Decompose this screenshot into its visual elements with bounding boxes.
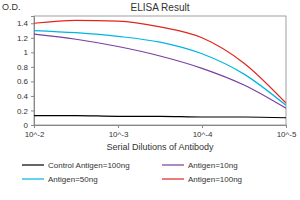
y-tick-label: 1.4 bbox=[17, 19, 29, 28]
legend-swatch bbox=[22, 178, 44, 179]
y-tick-label: 0.8 bbox=[17, 63, 29, 72]
legend-item: Antigen=50ng bbox=[22, 175, 98, 184]
plot-frame bbox=[34, 16, 286, 125]
chart: 00.20.40.60.811.21.410^-210^-310^-410^-5… bbox=[0, 0, 300, 200]
x-axis-title: Serial Dilutions of Antibody bbox=[106, 142, 214, 152]
x-tick-label: 10^-3 bbox=[109, 130, 129, 139]
lines bbox=[34, 20, 286, 117]
y-axis: 00.20.40.60.811.21.4 bbox=[17, 17, 35, 131]
y-tick: 0.6 bbox=[17, 77, 34, 86]
x-tick-mark bbox=[118, 125, 119, 128]
title: ELISA Result bbox=[131, 2, 190, 13]
y-tick: 1 bbox=[24, 48, 34, 57]
legend-label: Antigen=50ng bbox=[48, 175, 98, 184]
plot: 00.20.40.60.811.21.410^-210^-310^-410^-5 bbox=[17, 16, 297, 139]
x-axis: 10^-2 10^-3 10^-4 10^-5 bbox=[25, 125, 297, 139]
y-tick-label: 1 bbox=[24, 48, 29, 57]
x-tick-mark bbox=[34, 125, 35, 128]
legend-label: Antigen=10ng bbox=[188, 161, 238, 170]
y-tick-mark bbox=[31, 38, 34, 39]
series-line bbox=[34, 31, 286, 106]
y-tick-mark bbox=[31, 125, 34, 126]
series-line bbox=[34, 20, 286, 103]
y-tick-mark bbox=[31, 67, 34, 68]
legend-swatch bbox=[22, 164, 44, 165]
legend-label: Antigen=100ng bbox=[188, 175, 242, 184]
y-tick: 0.8 bbox=[17, 63, 34, 72]
y-tick-mark bbox=[31, 110, 34, 111]
legend-item: Antigen=10ng bbox=[162, 161, 238, 170]
series-line bbox=[34, 116, 286, 118]
y-tick: 0.4 bbox=[17, 92, 34, 101]
x-tick: 10^-5 bbox=[277, 125, 297, 139]
legend-item: Control Antigen=100ng bbox=[22, 161, 130, 170]
legend-swatch bbox=[162, 178, 184, 179]
legend-item: Antigen=100ng bbox=[162, 175, 242, 184]
y-tick-mark bbox=[31, 52, 34, 53]
x-tick-label: 10^-5 bbox=[277, 130, 297, 139]
x-tick-label: 10^-2 bbox=[25, 130, 45, 139]
x-axis-line bbox=[35, 126, 287, 129]
y-tick-label: 0.2 bbox=[17, 107, 29, 116]
y-tick-mark bbox=[31, 96, 34, 97]
x-tick-mark bbox=[202, 125, 203, 128]
y-axis-line bbox=[31, 17, 35, 126]
x-tick: 10^-2 bbox=[25, 125, 45, 139]
y-tick-label: 0.4 bbox=[17, 92, 29, 101]
series-line bbox=[34, 34, 286, 108]
x-tick: 10^-4 bbox=[193, 125, 213, 139]
legend: Control Antigen=100ng Antigen=10ng Antigen… bbox=[22, 161, 242, 184]
y-tick: 1.4 bbox=[17, 19, 34, 28]
y-tick-label: 1.2 bbox=[17, 34, 29, 43]
x-tick-mark bbox=[286, 125, 287, 128]
y-tick-label: 0.6 bbox=[17, 77, 29, 86]
y-tick-mark bbox=[31, 81, 34, 82]
y-tick: 0.2 bbox=[17, 107, 34, 116]
y-axis-title: O.D. bbox=[2, 2, 21, 12]
legend-swatch bbox=[162, 164, 184, 165]
y-tick: 1.2 bbox=[17, 34, 34, 43]
x-tick: 10^-3 bbox=[109, 125, 129, 139]
legend-label: Control Antigen=100ng bbox=[48, 161, 130, 170]
x-tick-label: 10^-4 bbox=[193, 130, 213, 139]
y-tick-mark bbox=[31, 23, 34, 24]
